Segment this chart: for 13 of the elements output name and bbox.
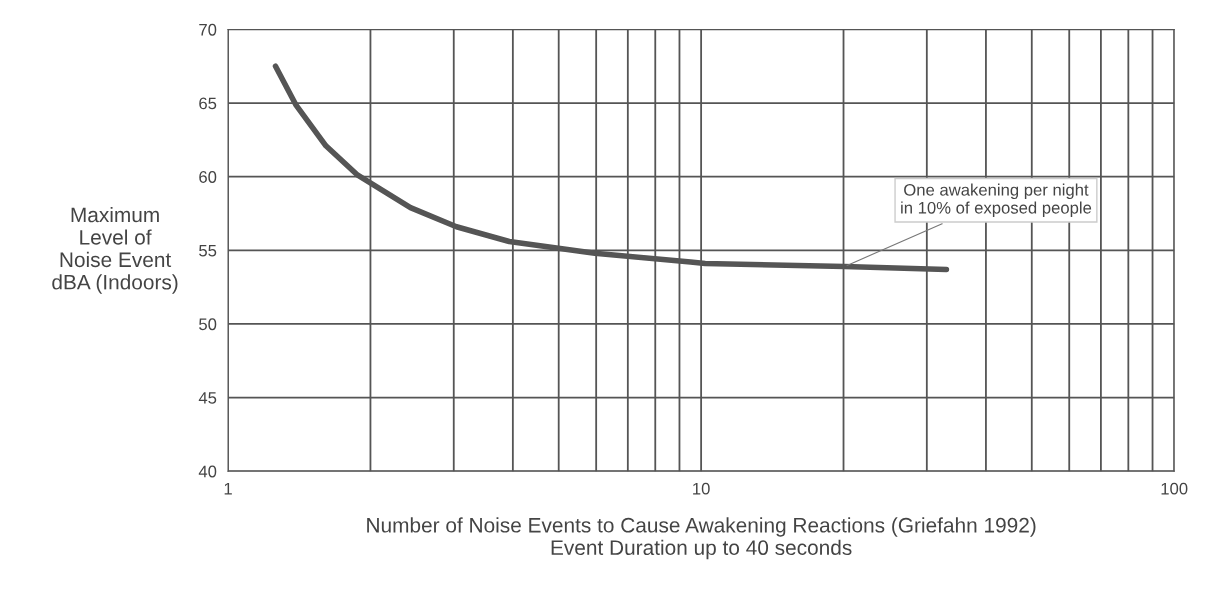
y-tick-label: 55 bbox=[199, 244, 217, 257]
annotation: One awakening per night in 10% of exposed people bbox=[901, 183, 1092, 217]
y-tick-label: 65 bbox=[199, 97, 217, 110]
y-axis-title: Maximum Level of Noise Event dBA (Indoors) bbox=[52, 206, 178, 294]
x-tick-label: 100 bbox=[1161, 482, 1188, 495]
x-tick-label: 1 bbox=[224, 482, 232, 495]
x-tick-label: 10 bbox=[693, 482, 710, 495]
y-tick-label: 60 bbox=[199, 171, 217, 183]
y-tick-label: 45 bbox=[198, 392, 217, 404]
y-tick-label: 40 bbox=[198, 465, 217, 478]
x-axis-title: Number of Noise Events to Cause Awakening Reactions (Griefahn 1992) Event Duration up to 40 seconds bbox=[367, 517, 1036, 560]
y-tick-label: 50 bbox=[199, 318, 217, 331]
y-tick-label: 70 bbox=[199, 23, 217, 36]
